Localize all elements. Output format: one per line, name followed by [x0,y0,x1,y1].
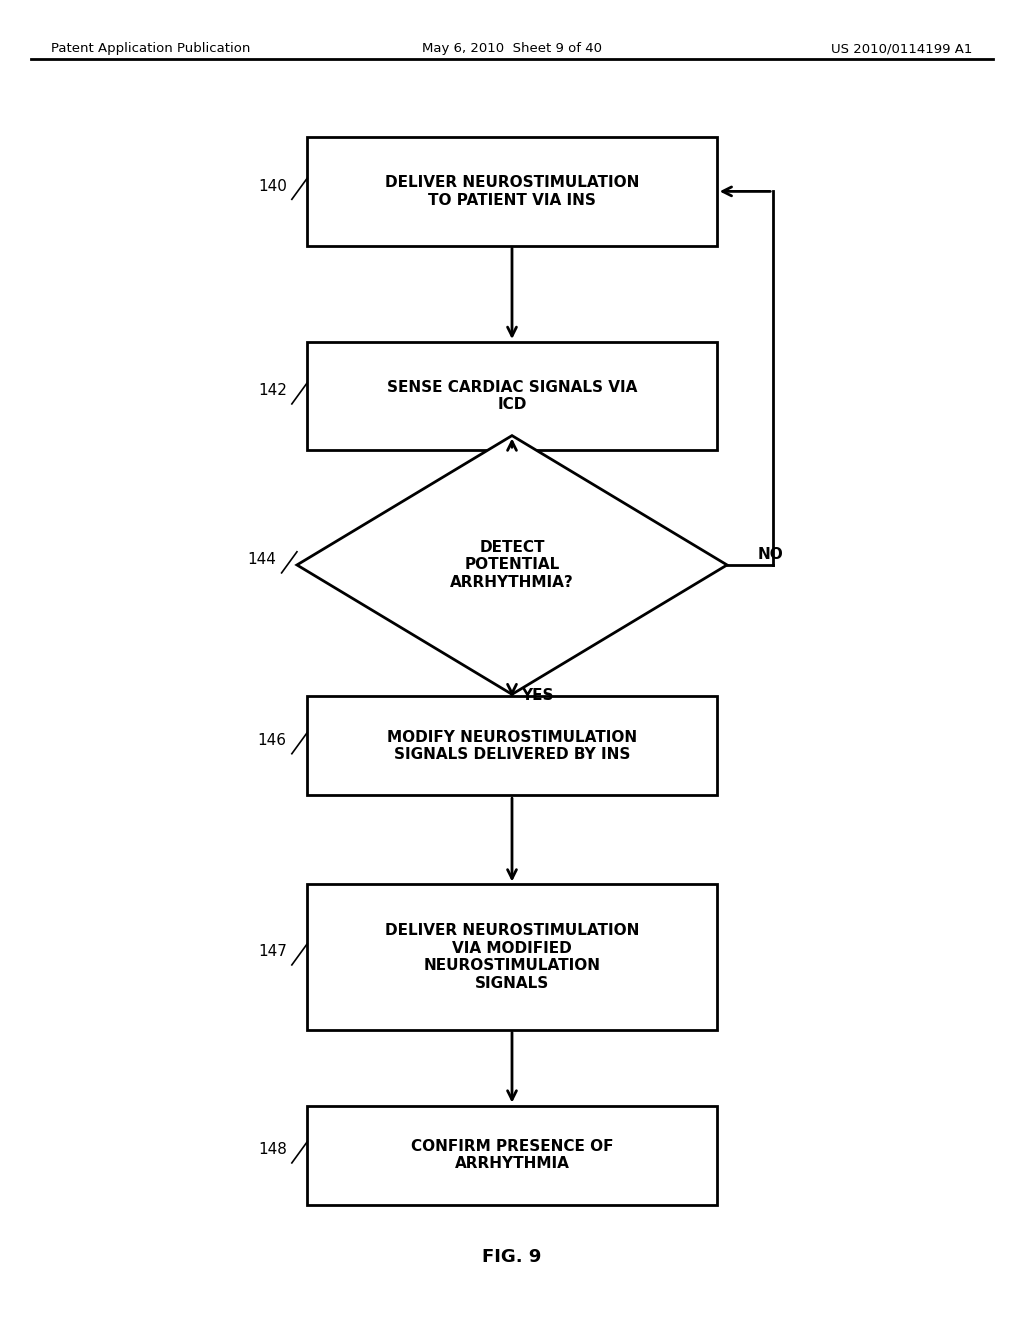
Text: Patent Application Publication: Patent Application Publication [51,42,251,55]
Text: 140: 140 [258,178,287,194]
Text: 147: 147 [258,944,287,960]
Text: SENSE CARDIAC SIGNALS VIA
ICD: SENSE CARDIAC SIGNALS VIA ICD [387,380,637,412]
Text: DETECT
POTENTIAL
ARRHYTHMIA?: DETECT POTENTIAL ARRHYTHMIA? [451,540,573,590]
Text: 144: 144 [248,552,276,568]
Text: May 6, 2010  Sheet 9 of 40: May 6, 2010 Sheet 9 of 40 [422,42,602,55]
FancyBboxPatch shape [307,1106,717,1204]
FancyBboxPatch shape [307,884,717,1030]
Text: NO: NO [758,546,783,562]
Text: 146: 146 [258,733,287,748]
FancyBboxPatch shape [307,697,717,795]
Text: US 2010/0114199 A1: US 2010/0114199 A1 [831,42,973,55]
Text: YES: YES [521,688,554,702]
Polygon shape [297,436,727,694]
Text: FIG. 9: FIG. 9 [482,1247,542,1266]
FancyBboxPatch shape [307,137,717,246]
FancyBboxPatch shape [307,342,717,450]
Text: DELIVER NEUROSTIMULATION
VIA MODIFIED
NEUROSTIMULATION
SIGNALS: DELIVER NEUROSTIMULATION VIA MODIFIED NE… [385,924,639,990]
Text: CONFIRM PRESENCE OF
ARRHYTHMIA: CONFIRM PRESENCE OF ARRHYTHMIA [411,1139,613,1171]
Text: 148: 148 [258,1142,287,1158]
Text: DELIVER NEUROSTIMULATION
TO PATIENT VIA INS: DELIVER NEUROSTIMULATION TO PATIENT VIA … [385,176,639,207]
Text: MODIFY NEUROSTIMULATION
SIGNALS DELIVERED BY INS: MODIFY NEUROSTIMULATION SIGNALS DELIVERE… [387,730,637,762]
Text: 142: 142 [258,383,287,399]
